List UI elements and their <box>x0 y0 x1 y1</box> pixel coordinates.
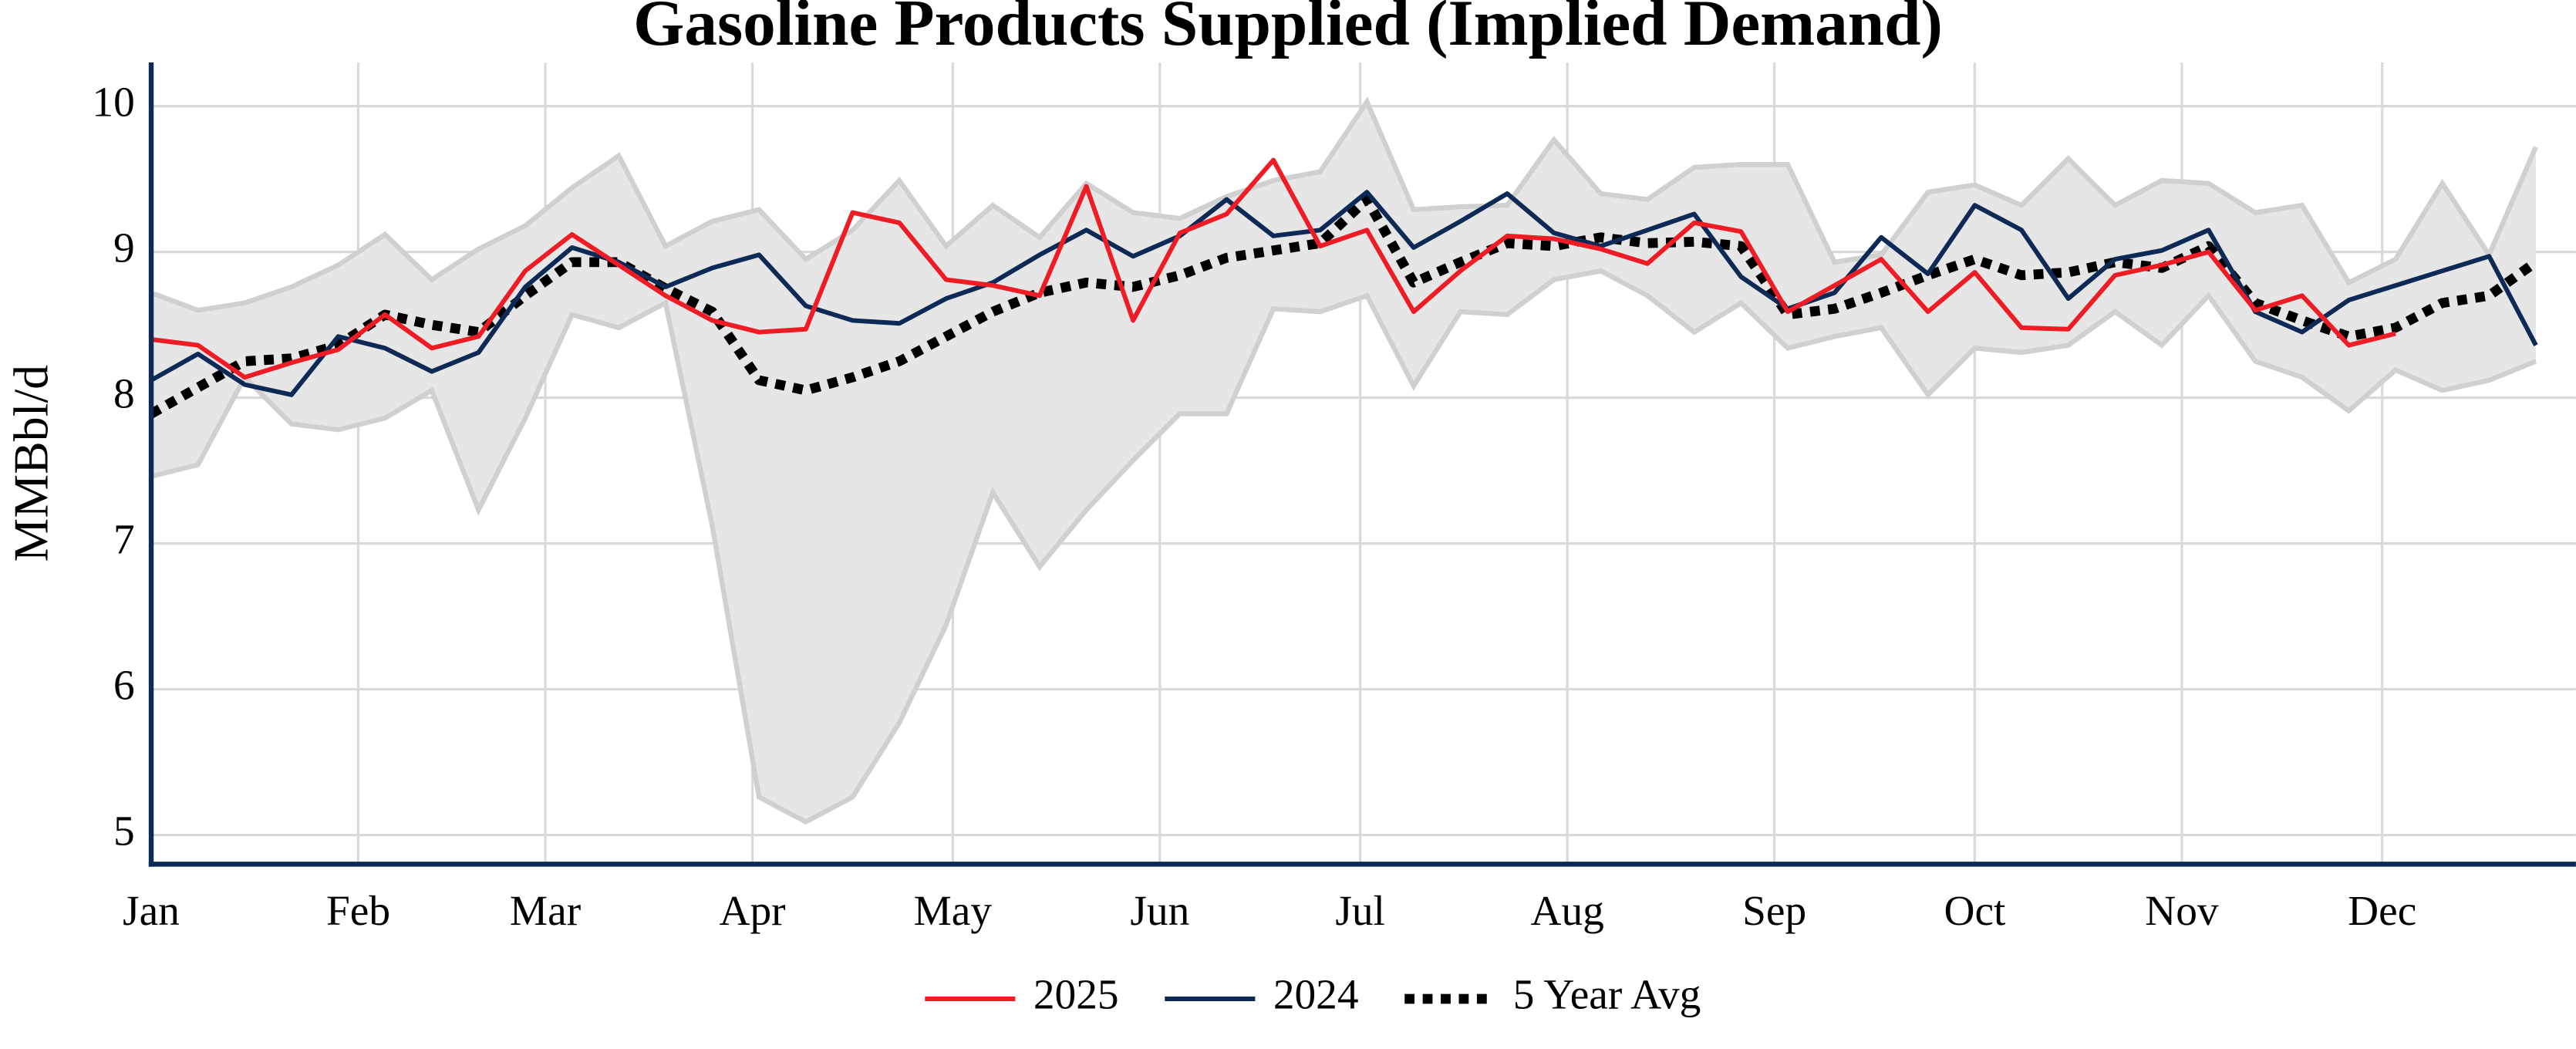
y-axis-label: MMBbl/d <box>4 365 59 562</box>
series-line <box>150 157 2396 380</box>
range-band <box>151 101 2536 822</box>
x-tick-label: Aug <box>1530 887 1603 934</box>
y-tick-label: 7 <box>113 515 135 562</box>
x-tick-label: Jan <box>123 887 180 934</box>
y-tick-label: 8 <box>113 369 135 417</box>
range-edge <box>150 268 2537 825</box>
range-edge <box>150 96 2538 313</box>
series-line <box>150 190 2538 397</box>
y-tick-label: 6 <box>113 661 135 708</box>
chart-title: Gasoline Products Supplied (Implied Dema… <box>633 0 1943 59</box>
y-tick-label: 10 <box>92 78 134 125</box>
x-tick-label: Oct <box>1944 887 2006 934</box>
x-tick-label: Nov <box>2145 887 2219 934</box>
x-tick-label: Apr <box>719 887 785 934</box>
x-tick-label: Jun <box>1130 887 1189 934</box>
x-tick-label: Mar <box>510 887 581 934</box>
series-line <box>148 194 2539 418</box>
y-tick-label: 9 <box>113 224 135 271</box>
x-tick-label: Dec <box>2348 887 2416 934</box>
y-tick-label: 5 <box>113 807 135 854</box>
legend-label: 2024 <box>1273 971 1359 1018</box>
x-tick-label: Sep <box>1742 887 1806 934</box>
x-tick-label: Feb <box>326 887 390 934</box>
x-tick-label: May <box>914 887 993 934</box>
legend-label: 2025 <box>1033 971 1119 1018</box>
legend-label: 5 Year Avg <box>1513 971 1701 1018</box>
x-tick-label: Jul <box>1335 887 1385 934</box>
